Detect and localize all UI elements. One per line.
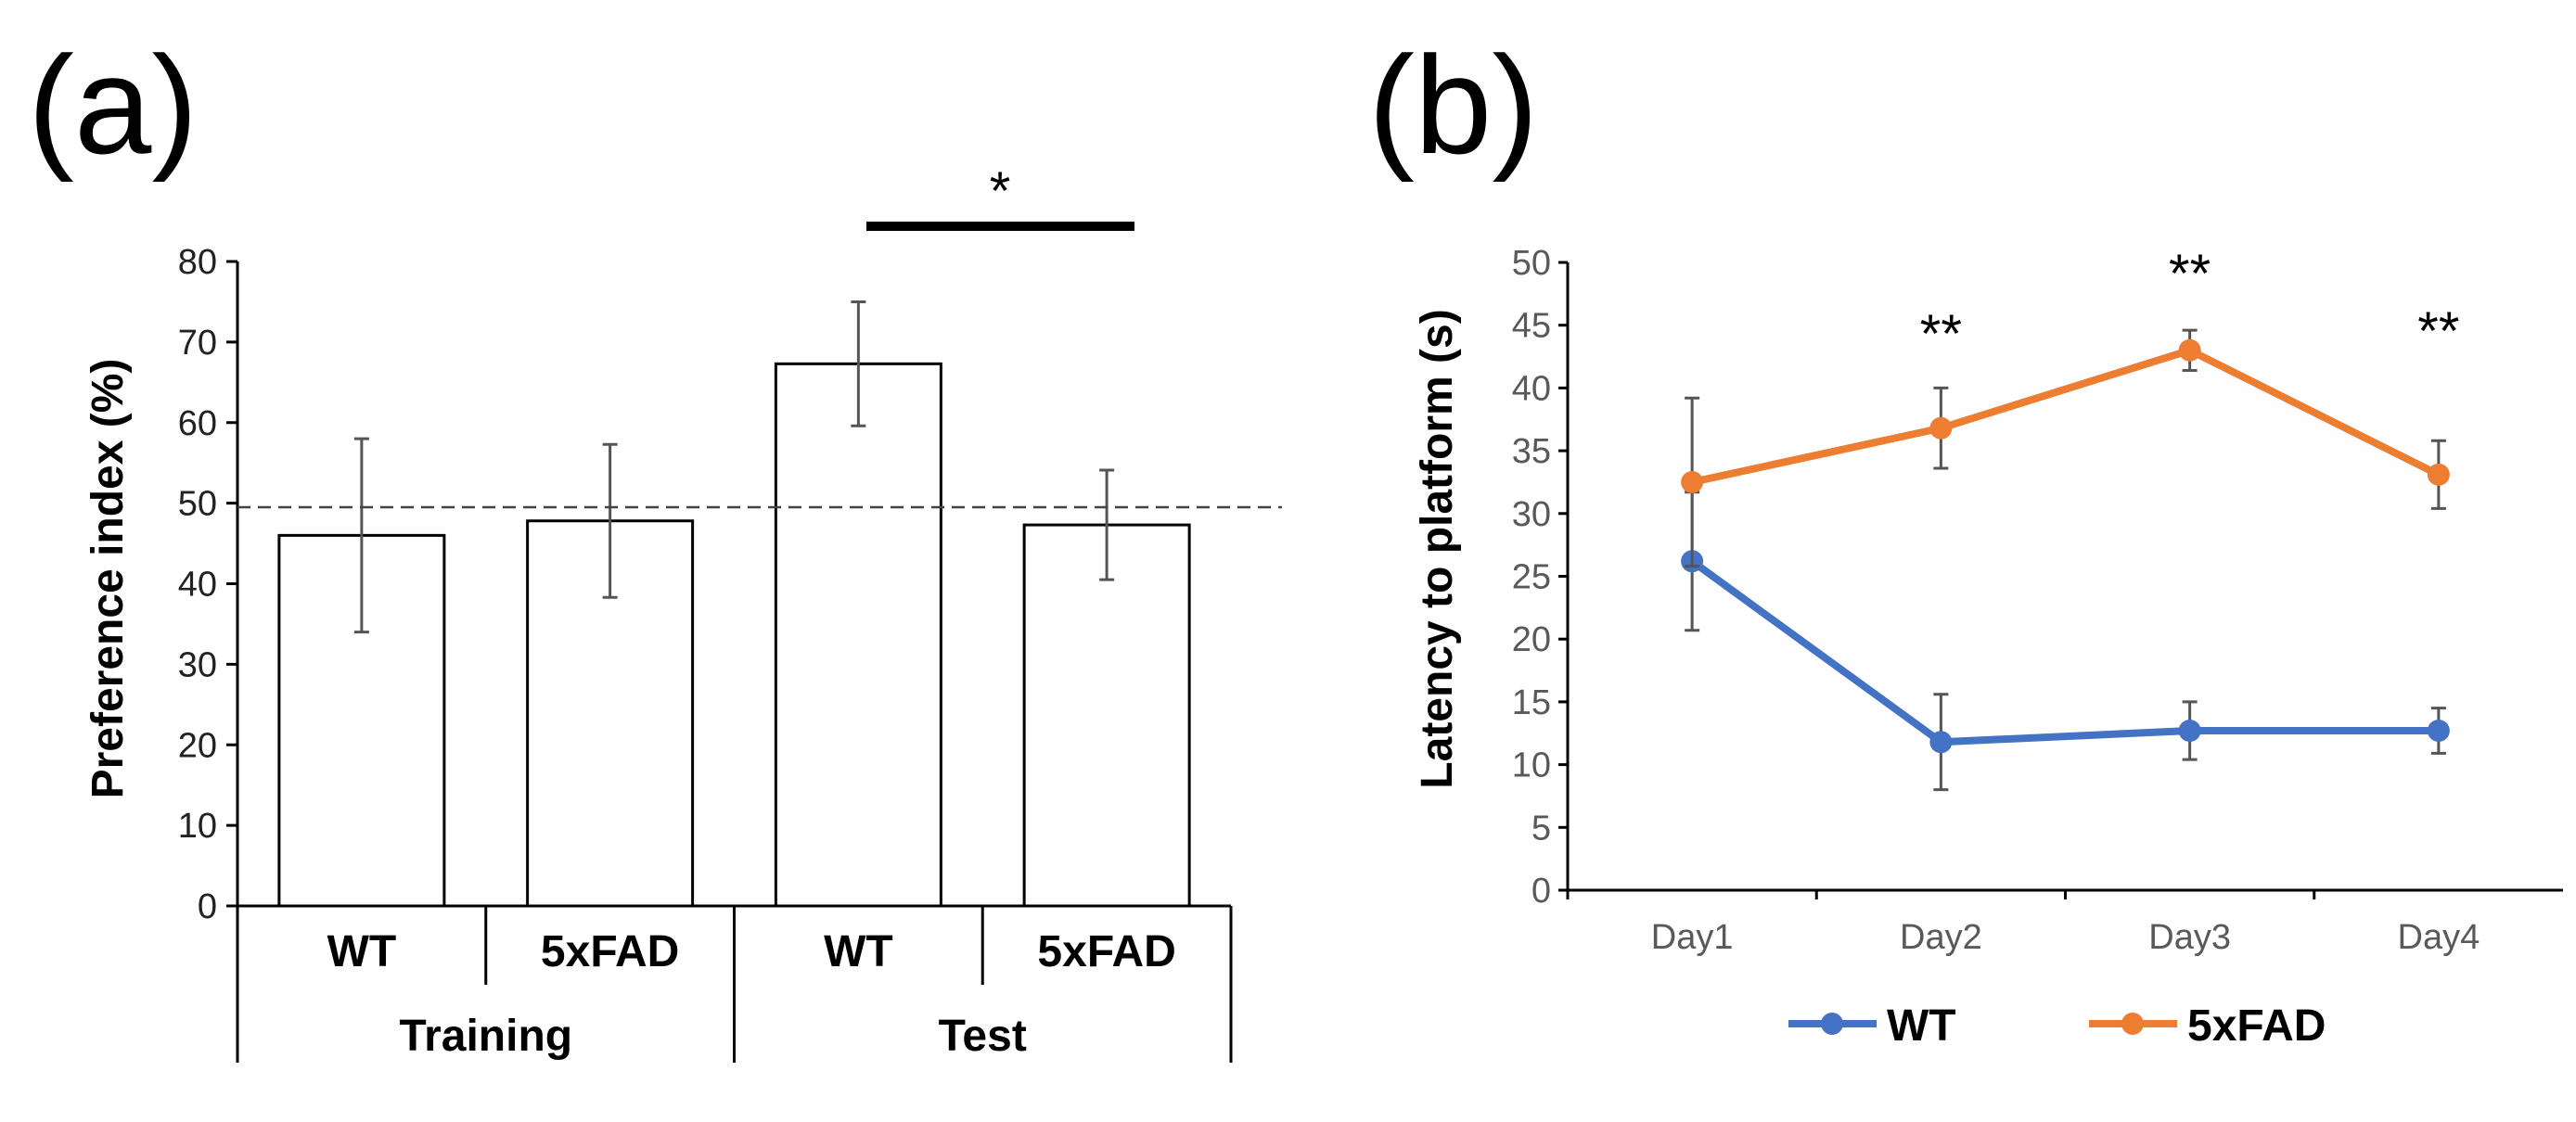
y-tick-label: 0	[198, 887, 217, 926]
x-tick-label: Day4	[2398, 918, 2480, 957]
x-tick-label: Day3	[2148, 918, 2231, 957]
legend-label: WT	[1887, 1001, 1956, 1051]
y-tick-label: 30	[178, 645, 217, 684]
panel-b-y-axis-label: Latency to platform (s)	[1413, 309, 1462, 788]
y-tick-label: 10	[1512, 746, 1551, 785]
y-tick-label: 40	[1512, 369, 1551, 408]
legend-marker	[2121, 1013, 2144, 1035]
panel-a: (a) Preference index (%) 0 10 20 30 40 50 60 70…	[28, 27, 1282, 1063]
data-point-5xfad	[2427, 463, 2450, 486]
series-line-5xfad	[1691, 346, 2441, 486]
group-label: Training	[399, 1012, 572, 1061]
legend-label: 5xFAD	[2187, 1001, 2326, 1051]
panel-a-y-axis-label: Preference index (%)	[83, 359, 133, 799]
panel-b-label: (b)	[1368, 27, 1538, 183]
y-tick-label: 60	[178, 404, 217, 443]
data-point-5xfad	[2178, 338, 2201, 362]
significance-marker: **	[1920, 304, 1962, 364]
category-label: WT	[824, 927, 893, 976]
data-point-wt	[1929, 731, 1953, 754]
bar	[1022, 523, 1191, 908]
data-point-wt	[2427, 720, 2450, 743]
y-tick-label: 0	[1532, 872, 1551, 911]
y-tick-label: 50	[1512, 244, 1551, 283]
data-point-5xfad	[1681, 470, 1704, 493]
series-line-wt	[1689, 558, 2439, 746]
panel-b: (b) Latency to platform (s) 0 5 10 15 20 25 30…	[1368, 27, 2563, 1051]
significance-marker: **	[2169, 244, 2211, 304]
group-label: Test	[939, 1012, 1027, 1061]
y-tick-label: 45	[1512, 307, 1551, 346]
x-tick-label: Day2	[1900, 918, 1982, 957]
y-tick-label: 70	[178, 324, 217, 363]
data-point-5xfad	[1929, 416, 1953, 440]
y-tick-label: 50	[178, 485, 217, 524]
y-tick-label: 80	[178, 243, 217, 282]
y-tick-label: 40	[178, 566, 217, 605]
significance-marker: **	[2417, 301, 2459, 362]
y-tick-label: 10	[178, 807, 217, 846]
category-label: WT	[327, 927, 397, 976]
x-tick-label: Day1	[1651, 918, 1734, 957]
y-tick-label: 35	[1512, 432, 1551, 471]
category-label: 5xFAD	[541, 927, 679, 976]
y-tick-label: 30	[1512, 495, 1551, 534]
y-tick-label: 25	[1512, 558, 1551, 597]
bar	[774, 362, 942, 908]
data-point-wt	[2178, 720, 2201, 743]
y-tick-label: 15	[1512, 683, 1551, 722]
legend-marker	[1821, 1013, 1843, 1035]
y-tick-label: 20	[1512, 620, 1551, 659]
panel-a-label: (a)	[28, 27, 198, 183]
y-tick-label: 5	[1532, 809, 1551, 848]
category-label: 5xFAD	[1037, 927, 1175, 976]
significance-marker: *	[990, 161, 1011, 222]
y-tick-label: 20	[178, 726, 217, 765]
